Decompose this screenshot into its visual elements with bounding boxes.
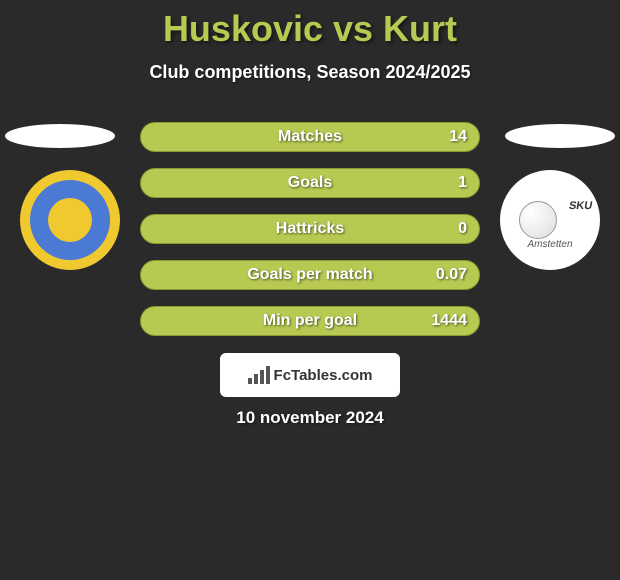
stat-bar: Goals per match 0.07 <box>140 260 480 290</box>
stats-bars: Matches 14 Goals 1 Hattricks 0 Goals per… <box>140 122 480 352</box>
stat-value: 1 <box>458 174 467 192</box>
page-title: Huskovic vs Kurt <box>0 0 620 50</box>
stat-label: Goals <box>288 174 332 192</box>
stat-bar: Min per goal 1444 <box>140 306 480 336</box>
stat-bar: Matches 14 <box>140 122 480 152</box>
fctables-logo: FcTables.com <box>220 353 400 397</box>
stat-label: Hattricks <box>276 220 344 238</box>
club-badge-right: SKU Amstetten <box>500 170 600 270</box>
stat-label: Goals per match <box>247 266 372 284</box>
club-badge-left <box>20 170 120 270</box>
stat-bar: Hattricks 0 <box>140 214 480 244</box>
badge-left-center <box>48 198 92 242</box>
badge-right-sub: Amstetten <box>527 239 572 250</box>
stat-label: Matches <box>278 128 342 146</box>
stat-value: 1444 <box>431 312 467 330</box>
player-oval-right <box>505 124 615 148</box>
stat-value: 0 <box>458 220 467 238</box>
bar-chart-icon <box>248 366 270 384</box>
subtitle: Club competitions, Season 2024/2025 <box>0 62 620 83</box>
stat-value: 14 <box>449 128 467 146</box>
date-text: 10 november 2024 <box>236 408 383 428</box>
logo-text: FcTables.com <box>274 367 373 384</box>
badge-right-text: SKU <box>568 200 593 212</box>
soccer-ball-icon <box>519 201 557 239</box>
stat-label: Min per goal <box>263 312 357 330</box>
stat-value: 0.07 <box>436 266 467 284</box>
stat-bar: Goals 1 <box>140 168 480 198</box>
player-oval-left <box>5 124 115 148</box>
